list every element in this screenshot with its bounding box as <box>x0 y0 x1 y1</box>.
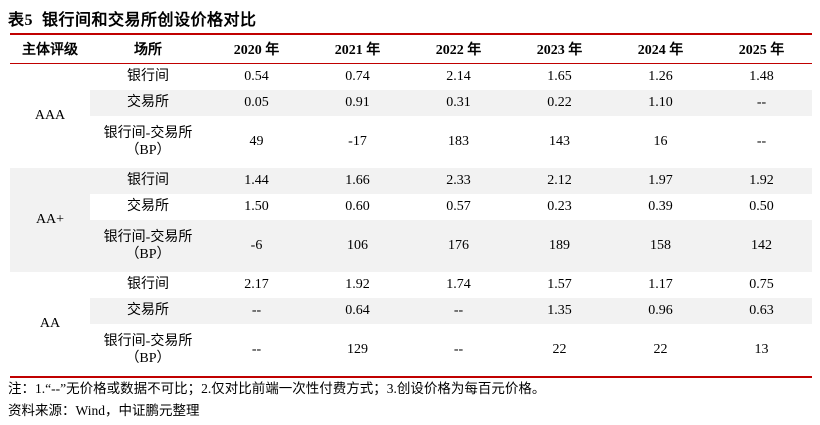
value-cell: -- <box>711 90 812 116</box>
value-cell: 2.17 <box>244 277 269 293</box>
value-cell: 1.57 <box>547 277 572 293</box>
value-cell: 0.39 <box>648 199 673 215</box>
value-cell: -- <box>408 298 509 324</box>
value-cell: 2.33 <box>408 168 509 194</box>
venue-cell: 交易所 <box>90 298 206 324</box>
venue-cell: 交易所 <box>127 199 169 215</box>
value-cell: 183 <box>448 134 469 150</box>
value-cell: 1.66 <box>307 168 408 194</box>
rating-cell-aaa: AAA <box>10 63 90 168</box>
header-row: 主体评级 场所 2020 年 2021 年 2022 年 2023 年 2024… <box>10 34 812 64</box>
table-row: AAA 银行间 0.54 0.74 2.14 1.65 1.26 1.48 <box>10 63 812 168</box>
value-cell: -- <box>756 134 767 150</box>
value-cell: 0.60 <box>345 199 370 215</box>
value-cell: -- <box>453 342 464 358</box>
value-cell: 1.44 <box>206 168 307 194</box>
value-cell: 0.63 <box>711 298 812 324</box>
value-cell: 1.92 <box>711 168 812 194</box>
value-cell: 129 <box>347 342 368 358</box>
col-header-2025: 2025 年 <box>711 34 812 64</box>
value-cell: 106 <box>307 220 408 272</box>
col-header-2021: 2021 年 <box>307 34 408 64</box>
value-cell: 0.23 <box>547 199 572 215</box>
table-row: AA 银行间 2.17 1.92 1.74 1.57 1.17 0.75 <box>10 272 812 377</box>
col-header-2023: 2023 年 <box>509 34 610 64</box>
value-cell: 0.05 <box>206 90 307 116</box>
value-cell: -- <box>206 298 307 324</box>
table-title: 表5 银行间和交易所创设价格对比 <box>8 12 257 29</box>
value-cell: 0.75 <box>749 277 774 293</box>
value-cell: 22 <box>552 342 567 358</box>
rating-cell-aa-plus: AA+ <box>10 168 90 272</box>
value-cell: 176 <box>408 220 509 272</box>
col-header-2024: 2024 年 <box>610 34 711 64</box>
value-cell: 1.26 <box>648 69 673 85</box>
table-row: 交易所 -- 0.64 -- 1.35 0.96 0.63 <box>10 298 812 324</box>
table-notes: 注：1.“--”无价格或数据不可比；2.仅对比前端一次性付费方式；3.创设价格为… <box>8 381 546 396</box>
venue-cell: 银行间 <box>127 277 169 293</box>
col-header-venue: 场所 <box>90 34 206 64</box>
value-cell: -17 <box>348 134 367 150</box>
value-cell: -6 <box>206 220 307 272</box>
value-cell: 0.57 <box>446 199 471 215</box>
venue-cell: 银行间 <box>127 69 169 85</box>
value-cell: 158 <box>610 220 711 272</box>
rating-cell-aa: AA <box>10 272 90 377</box>
venue-cell: 银行间-交易所 （BP） <box>103 125 193 159</box>
value-cell: 2.14 <box>446 69 471 85</box>
value-cell: 189 <box>509 220 610 272</box>
value-cell: 2.12 <box>509 168 610 194</box>
value-cell: -- <box>251 342 262 358</box>
value-cell: 1.74 <box>446 277 471 293</box>
col-header-2020: 2020 年 <box>206 34 307 64</box>
value-cell: 16 <box>653 134 668 150</box>
value-cell: 0.22 <box>509 90 610 116</box>
col-header-2022: 2022 年 <box>408 34 509 64</box>
table-row: AA+ 银行间 1.44 1.66 2.33 2.12 1.97 1.92 <box>10 168 812 272</box>
value-cell: 1.97 <box>610 168 711 194</box>
value-cell: 0.50 <box>749 199 774 215</box>
value-cell: 49 <box>249 134 264 150</box>
value-cell: 13 <box>754 342 769 358</box>
value-cell: 143 <box>549 134 570 150</box>
value-cell: 1.35 <box>509 298 610 324</box>
table-row: 银行间-交易所 （BP） -6 106 176 189 158 142 <box>10 220 812 272</box>
value-cell: 0.54 <box>244 69 269 85</box>
value-cell: 1.17 <box>648 277 673 293</box>
venue-cell: 银行间 <box>90 168 206 194</box>
value-cell: 1.50 <box>244 199 269 215</box>
value-cell: 0.64 <box>307 298 408 324</box>
value-cell: 142 <box>711 220 812 272</box>
value-cell: 1.92 <box>345 277 370 293</box>
col-header-rating: 主体评级 <box>10 34 90 64</box>
value-cell: 22 <box>653 342 668 358</box>
table-row: 银行间-交易所 （BP） 49 -17 183 143 16 -- <box>10 116 812 168</box>
value-cell: 0.91 <box>307 90 408 116</box>
value-cell: 1.48 <box>749 69 774 85</box>
table-row: 银行间-交易所 （BP） -- 129 -- 22 22 13 <box>10 324 812 377</box>
venue-cell: 交易所 <box>90 90 206 116</box>
data-source: 资料来源：Wind，中证鹏元整理 <box>8 403 200 418</box>
value-cell: 1.65 <box>547 69 572 85</box>
venue-cell: 银行间-交易所 （BP） <box>103 333 193 367</box>
value-cell: 0.74 <box>345 69 370 85</box>
price-comparison-table: 主体评级 场所 2020 年 2021 年 2022 年 2023 年 2024… <box>10 33 812 378</box>
venue-cell: 银行间-交易所 （BP） <box>90 220 206 272</box>
table-row: 交易所 0.05 0.91 0.31 0.22 1.10 -- <box>10 90 812 116</box>
value-cell: 0.96 <box>610 298 711 324</box>
value-cell: 0.31 <box>408 90 509 116</box>
table-row: 交易所 1.50 0.60 0.57 0.23 0.39 0.50 <box>10 194 812 220</box>
value-cell: 1.10 <box>610 90 711 116</box>
